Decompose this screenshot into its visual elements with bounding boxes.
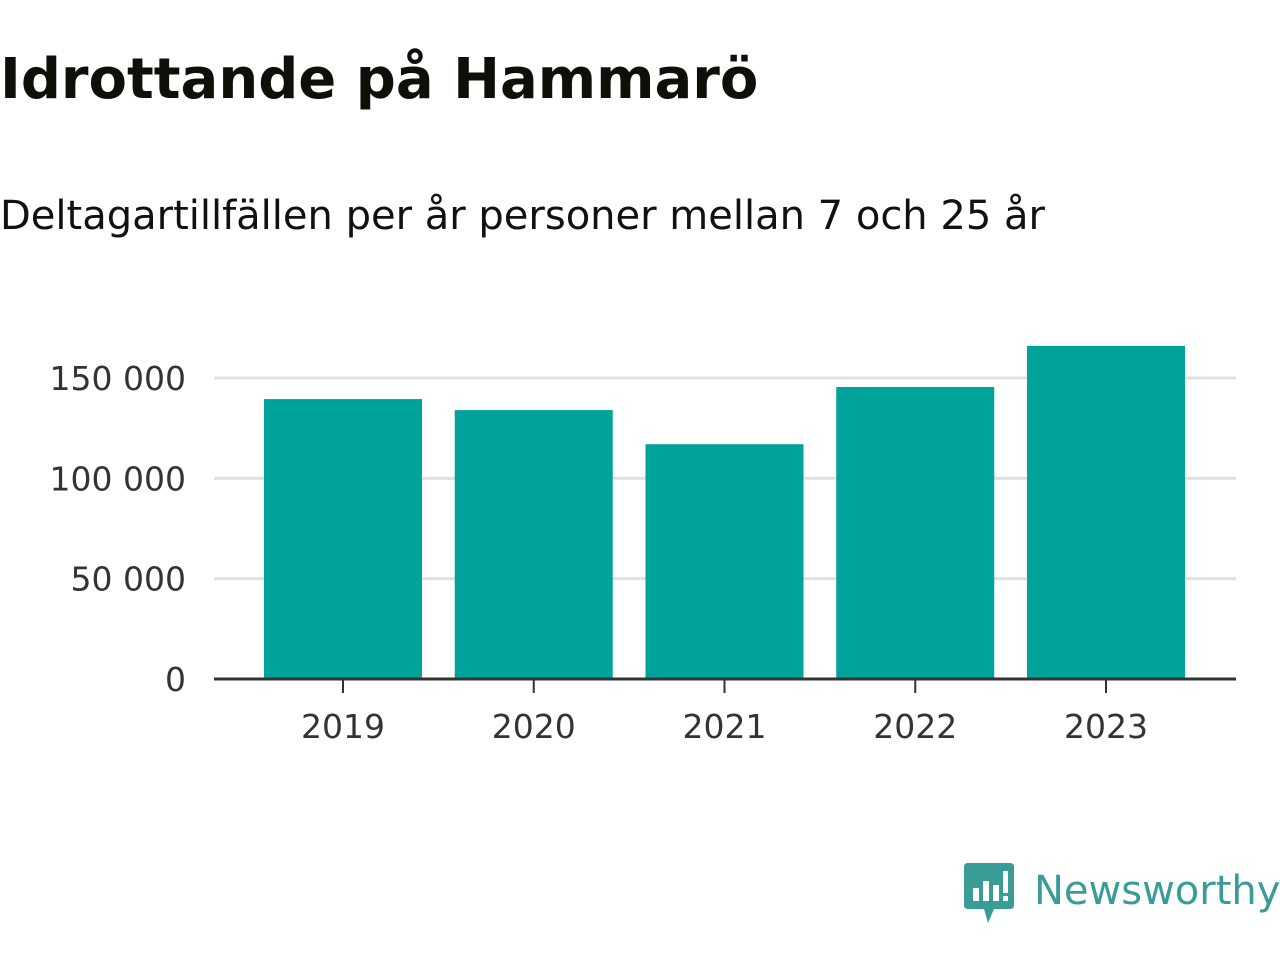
y-axis-labels: 0 50 000 100 000 150 000 [50,359,186,699]
bar-2022 [836,387,995,679]
newsworthy-logo-icon [964,863,1014,923]
y-tick-label: 150 000 [50,359,186,398]
x-tick-label: 2022 [873,707,957,746]
newsworthy-wordmark: Newsworthy [1034,868,1280,914]
y-tick-label: 100 000 [50,459,186,498]
chart-title: Idrottande på Hammarö [0,47,759,112]
bar-2019 [264,399,422,679]
newsworthy-logo: Newsworthy [964,862,1280,926]
chart-subtitle: Deltagartillfällen per år personer mella… [0,193,1045,239]
x-tick-label: 2023 [1064,707,1148,746]
y-tick-label: 50 000 [71,560,186,599]
bar-2023 [1027,345,1185,679]
y-tick-label: 0 [165,660,186,699]
x-tick-label: 2021 [683,707,767,746]
x-axis-labels: 2019 2020 2021 2022 2023 [301,707,1148,746]
x-axis [214,677,1236,693]
bar-2020 [454,410,613,679]
bar-2021 [645,444,804,679]
x-tick-label: 2020 [492,707,576,746]
x-tick-label: 2019 [301,707,385,746]
bars [264,345,1185,679]
